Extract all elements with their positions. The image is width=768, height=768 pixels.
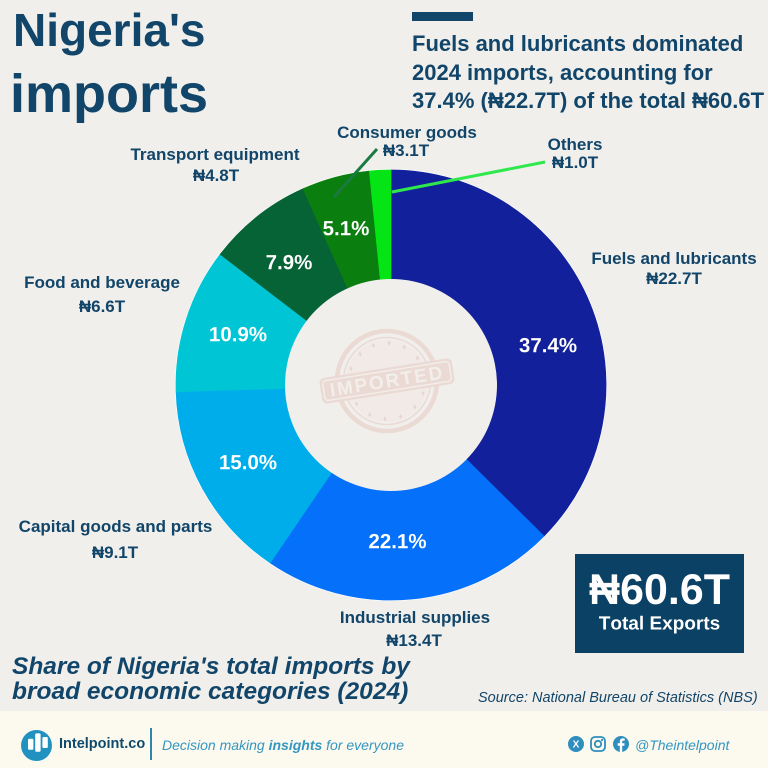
svg-text:X: X [573,740,580,751]
